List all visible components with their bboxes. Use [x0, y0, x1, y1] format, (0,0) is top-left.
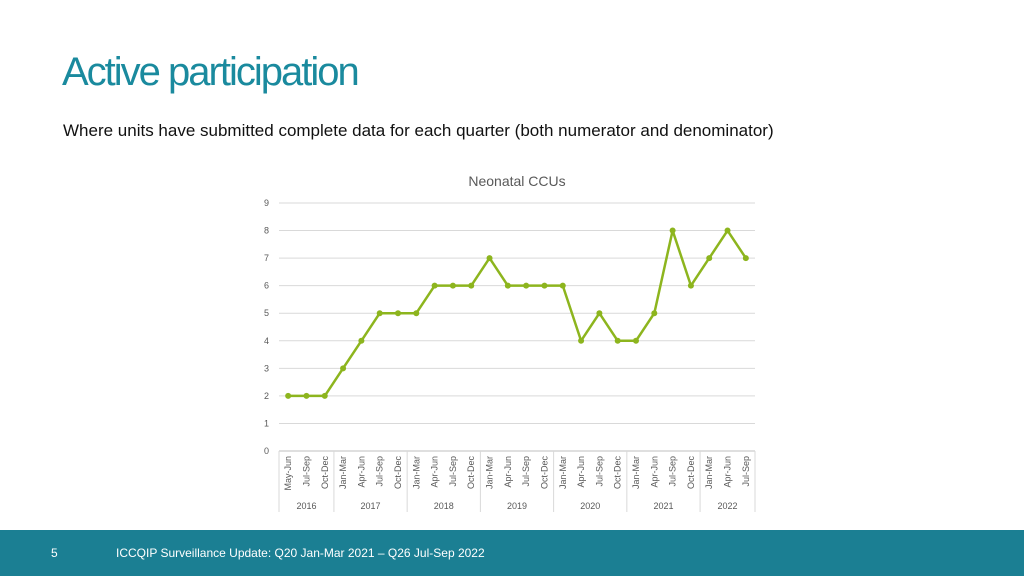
- x-tick-label: Jan-Mar: [338, 456, 348, 489]
- x-tick-label: Jul-Sep: [301, 456, 311, 487]
- data-point: [596, 310, 603, 317]
- year-group-label: 2022: [718, 501, 738, 511]
- data-point: [358, 337, 365, 344]
- page-number: 5: [51, 546, 58, 560]
- x-tick-label: Apr-Jun: [576, 456, 586, 488]
- data-point: [541, 282, 548, 289]
- y-tick-label: 9: [264, 198, 269, 208]
- data-point: [614, 337, 621, 344]
- series-line: [288, 229, 747, 398]
- data-point: [578, 337, 585, 344]
- data-point: [285, 392, 292, 399]
- y-tick-label: 5: [264, 308, 269, 318]
- x-tick-label: Oct-Dec: [320, 456, 330, 490]
- chart-title: Neonatal CCUs: [468, 173, 565, 189]
- data-point: [706, 255, 713, 262]
- data-point: [651, 310, 658, 317]
- year-group-label: 2021: [653, 501, 673, 511]
- data-point: [724, 227, 731, 234]
- x-tick-label: Jan-Mar: [631, 456, 641, 489]
- y-tick-label: 4: [264, 336, 269, 346]
- data-point: [340, 365, 347, 372]
- y-tick-label: 3: [264, 363, 269, 373]
- x-tick-label: Apr-Jun: [503, 456, 513, 488]
- x-tick-label: Oct-Dec: [686, 456, 696, 490]
- y-tick-label: 7: [264, 253, 269, 263]
- year-group-label: 2019: [507, 501, 527, 511]
- chart-container: Neonatal CCUs 0 1 2 3 4 5 6 7 8 9 May-Jun Jul-Sep Oct…: [264, 173, 756, 512]
- y-tick-label: 2: [264, 391, 269, 401]
- slide-title: Active participation: [62, 50, 360, 94]
- x-tick-label: Oct-Dec: [613, 456, 623, 490]
- line-chart: Neonatal CCUs 0 1 2 3 4 5 6 7 8 9 May-Jun Jul-Sep Oct…: [264, 173, 756, 512]
- x-tick-label: Jan-Mar: [411, 456, 421, 489]
- x-tick-label: Jul-Sep: [668, 456, 678, 487]
- x-tick-label: Jan-Mar: [558, 456, 568, 489]
- x-tick-label: Jul-Sep: [448, 456, 458, 487]
- data-point: [687, 282, 694, 289]
- y-tick-label: 8: [264, 226, 269, 236]
- data-point: [504, 282, 511, 289]
- year-group-label: 2017: [361, 501, 381, 511]
- data-point: [395, 310, 401, 317]
- data-point: [431, 282, 438, 289]
- data-point: [669, 227, 676, 234]
- data-point: [742, 255, 749, 262]
- year-group-label: 2020: [580, 501, 600, 511]
- y-tick-label: 6: [264, 281, 269, 291]
- x-tick-label: Jul-Sep: [594, 456, 604, 487]
- x-tick-label: Jul-Sep: [741, 456, 751, 487]
- x-tick-label: Oct-Dec: [466, 456, 476, 490]
- data-point: [468, 282, 475, 289]
- year-group-label: 2016: [296, 501, 316, 511]
- x-tick-label: Oct-Dec: [393, 456, 403, 490]
- footer-text: ICCQIP Surveillance Update: Q20 Jan-Mar …: [116, 546, 485, 560]
- x-tick-label: Oct-Dec: [539, 456, 549, 490]
- data-point: [633, 337, 639, 344]
- data-point: [303, 392, 310, 399]
- x-tick-label: Jan-Mar: [485, 456, 495, 489]
- x-tick-label: Jul-Sep: [375, 456, 385, 487]
- data-point: [559, 282, 566, 289]
- x-tick-label: Apr-Jun: [649, 456, 659, 488]
- x-tick-label: Apr-Jun: [356, 456, 366, 488]
- year-group-label: 2018: [434, 501, 454, 511]
- data-point: [321, 392, 328, 399]
- data-point: [413, 310, 420, 317]
- data-point: [523, 282, 530, 289]
- x-tick-label: May-Jun: [283, 456, 293, 491]
- y-tick-label: 0: [264, 446, 269, 456]
- x-tick-label: Jan-Mar: [704, 456, 714, 489]
- slide-subtitle: Where units have submitted complete data…: [63, 121, 774, 140]
- data-point: [376, 310, 383, 317]
- data-point: [486, 255, 493, 262]
- x-tick-label: Apr-Jun: [430, 456, 440, 488]
- x-tick-label: Jul-Sep: [521, 456, 531, 487]
- x-tick-label: Apr-Jun: [723, 456, 733, 488]
- footer-bar: 5 ICCQIP Surveillance Update: Q20 Jan-Ma…: [0, 530, 1024, 576]
- data-point: [449, 282, 456, 289]
- y-tick-label: 1: [264, 418, 269, 428]
